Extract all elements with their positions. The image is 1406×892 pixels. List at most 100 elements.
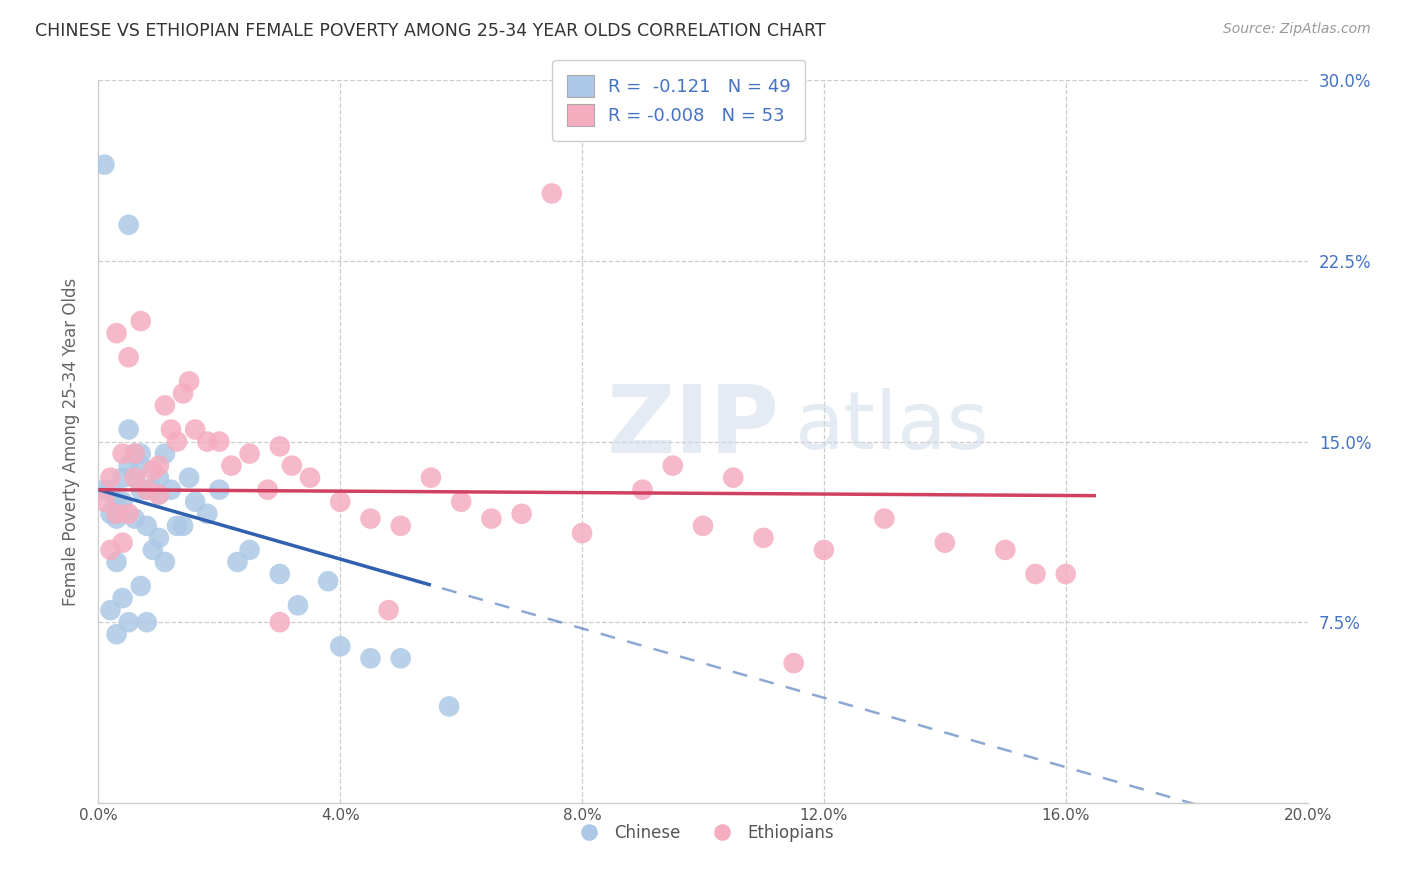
Point — [93, 483, 115, 497]
Point — [813, 542, 835, 557]
Point — [329, 639, 352, 653]
Point — [389, 518, 412, 533]
Point — [105, 326, 128, 340]
Point — [135, 615, 157, 630]
Point — [118, 507, 141, 521]
Point — [692, 518, 714, 533]
Point — [316, 574, 339, 589]
Point — [118, 422, 141, 436]
Point — [142, 542, 165, 557]
Point — [221, 458, 243, 473]
Point — [111, 591, 134, 605]
Point — [105, 511, 128, 525]
Point — [420, 470, 443, 484]
Point — [1024, 567, 1046, 582]
Point — [208, 434, 231, 449]
Point — [571, 526, 593, 541]
Point — [135, 483, 157, 497]
Point — [934, 535, 956, 549]
Point — [124, 470, 146, 484]
Point — [723, 470, 745, 484]
Point — [195, 434, 218, 449]
Point — [142, 463, 165, 477]
Point — [540, 186, 562, 201]
Point — [148, 458, 170, 473]
Point — [111, 494, 134, 508]
Point — [124, 511, 146, 525]
Point — [873, 511, 896, 525]
Point — [752, 531, 775, 545]
Point — [226, 555, 249, 569]
Point — [160, 422, 183, 436]
Point — [783, 656, 806, 670]
Point — [153, 446, 176, 460]
Point — [631, 483, 654, 497]
Point — [450, 494, 472, 508]
Point — [481, 511, 503, 525]
Point — [389, 651, 412, 665]
Point — [239, 446, 262, 460]
Point — [184, 422, 207, 436]
Point — [148, 487, 170, 501]
Point — [377, 603, 399, 617]
Point — [142, 483, 165, 497]
Text: ZIP: ZIP — [606, 381, 779, 473]
Point — [299, 470, 322, 484]
Point — [105, 627, 128, 641]
Point — [160, 483, 183, 497]
Point — [510, 507, 533, 521]
Point — [100, 483, 122, 497]
Point — [124, 446, 146, 460]
Point — [281, 458, 304, 473]
Legend: Chinese, Ethiopians: Chinese, Ethiopians — [565, 817, 841, 848]
Point — [118, 615, 141, 630]
Y-axis label: Female Poverty Among 25-34 Year Olds: Female Poverty Among 25-34 Year Olds — [62, 277, 80, 606]
Point — [148, 487, 170, 501]
Point — [184, 494, 207, 508]
Point — [100, 603, 122, 617]
Point — [179, 374, 201, 388]
Point — [166, 518, 188, 533]
Point — [100, 470, 122, 484]
Point — [179, 470, 201, 484]
Point — [93, 157, 115, 171]
Point — [360, 511, 382, 525]
Point — [129, 446, 152, 460]
Point — [661, 458, 683, 473]
Point — [105, 494, 128, 508]
Point — [129, 579, 152, 593]
Point — [269, 615, 291, 630]
Text: Source: ZipAtlas.com: Source: ZipAtlas.com — [1223, 22, 1371, 37]
Point — [153, 555, 176, 569]
Point — [172, 386, 194, 401]
Point — [287, 599, 309, 613]
Point — [100, 507, 122, 521]
Point — [118, 218, 141, 232]
Point — [208, 483, 231, 497]
Point — [111, 446, 134, 460]
Point — [437, 699, 460, 714]
Point — [256, 483, 278, 497]
Point — [105, 507, 128, 521]
Point — [148, 470, 170, 484]
Point — [124, 446, 146, 460]
Point — [100, 542, 122, 557]
Point — [111, 470, 134, 484]
Point — [195, 507, 218, 521]
Point — [166, 434, 188, 449]
Point — [360, 651, 382, 665]
Point — [135, 483, 157, 497]
Text: CHINESE VS ETHIOPIAN FEMALE POVERTY AMONG 25-34 YEAR OLDS CORRELATION CHART: CHINESE VS ETHIOPIAN FEMALE POVERTY AMON… — [35, 22, 825, 40]
Point — [153, 398, 176, 412]
Point — [1054, 567, 1077, 582]
Point — [93, 494, 115, 508]
Point — [105, 555, 128, 569]
Point — [172, 518, 194, 533]
Point — [994, 542, 1017, 557]
Point — [118, 350, 141, 364]
Point — [129, 483, 152, 497]
Point — [329, 494, 352, 508]
Point — [135, 518, 157, 533]
Point — [239, 542, 262, 557]
Point — [118, 458, 141, 473]
